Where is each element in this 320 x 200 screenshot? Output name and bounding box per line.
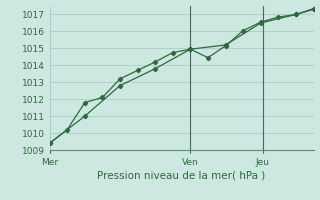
- X-axis label: Pression niveau de la mer( hPa ): Pression niveau de la mer( hPa ): [98, 171, 266, 181]
